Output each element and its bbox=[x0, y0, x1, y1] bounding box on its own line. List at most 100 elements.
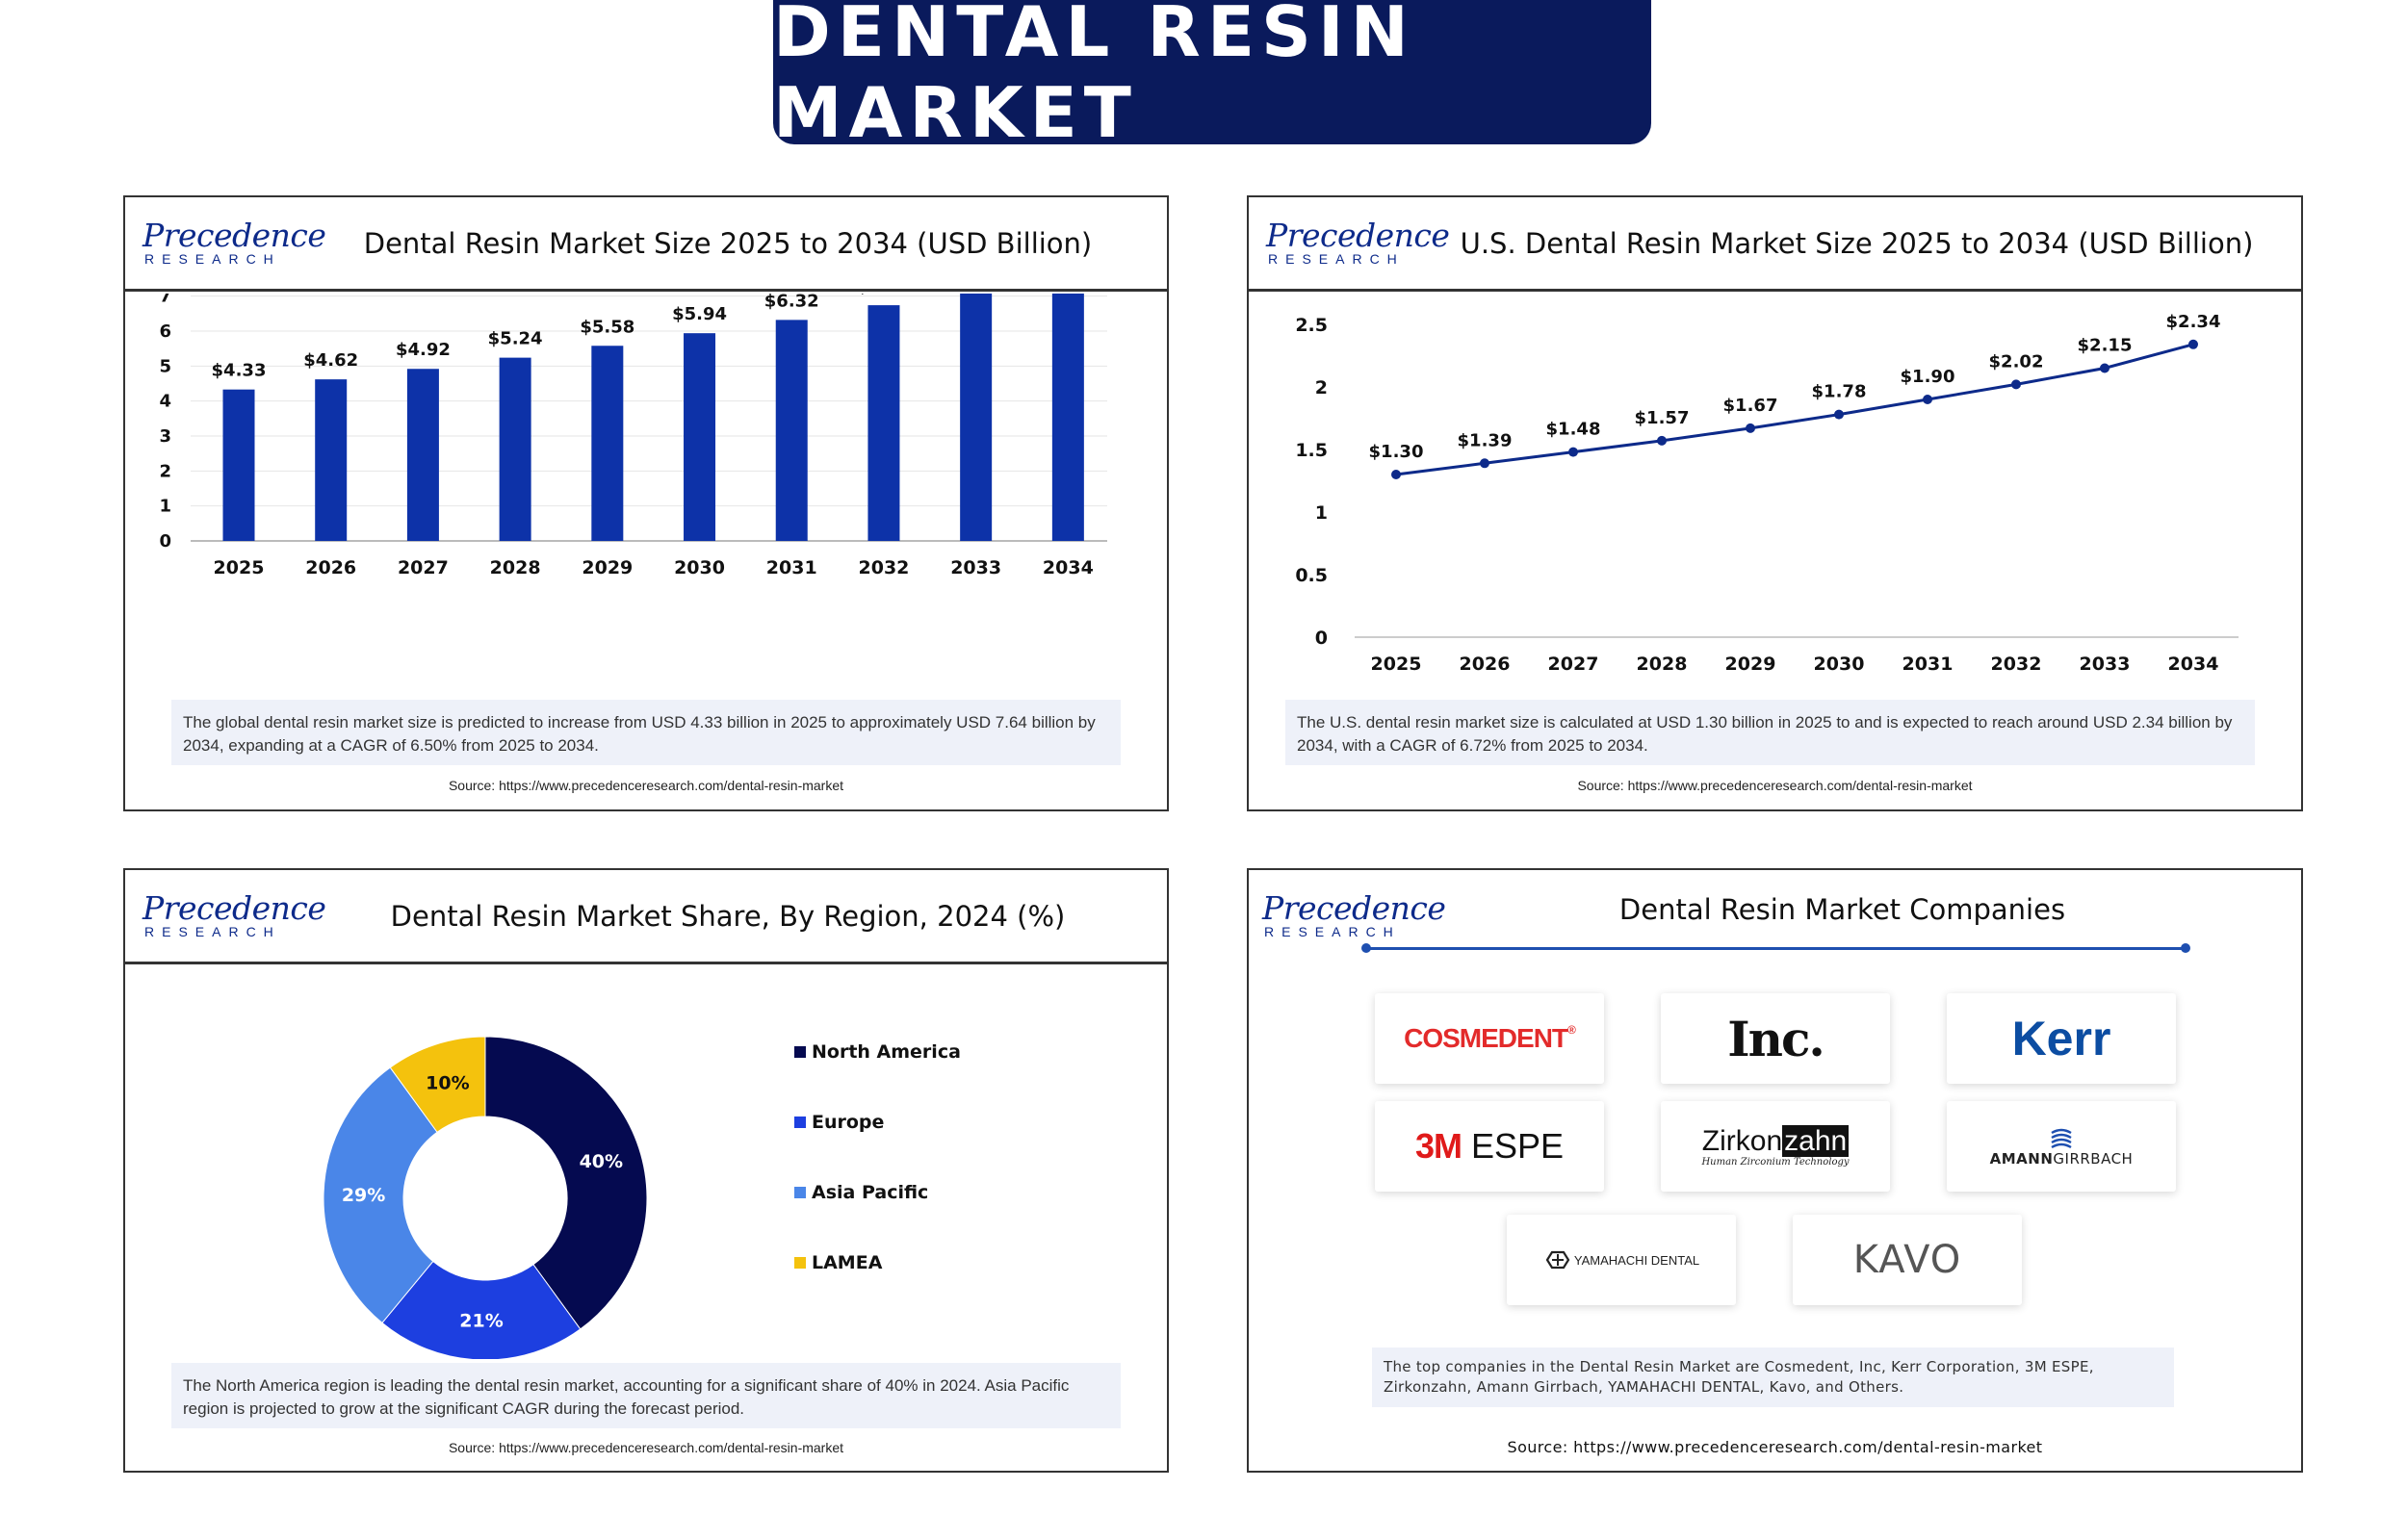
logo-main-text: Precedence bbox=[1262, 889, 1446, 927]
region-share-panel: Precedence RESEARCH Dental Resin Market … bbox=[123, 868, 1169, 1473]
legend-swatch bbox=[794, 1046, 806, 1058]
panel-header: Precedence RESEARCH U.S. Dental Resin Ma… bbox=[1249, 197, 2301, 292]
x-tick-label: 2031 bbox=[1902, 654, 1954, 675]
data-label: $4.33 bbox=[212, 361, 267, 381]
legend-label: LAMEA bbox=[812, 1252, 883, 1273]
logo-main-text: Precedence bbox=[142, 889, 326, 927]
bar bbox=[1051, 294, 1084, 541]
bar bbox=[684, 333, 716, 541]
data-label: $1.39 bbox=[1458, 430, 1513, 450]
precedence-logo: Precedence RESEARCH bbox=[1262, 889, 1446, 941]
underline-dot bbox=[1361, 943, 1371, 953]
company-card-zirkonzahn: Zirkonzahn Human Zirconium Technology bbox=[1661, 1101, 1890, 1192]
company-card-yamahachi: YAMAHACHI DENTAL bbox=[1507, 1215, 1736, 1305]
x-tick-label: 2029 bbox=[582, 557, 633, 578]
bar bbox=[775, 320, 808, 541]
x-tick-label: 2030 bbox=[1814, 654, 1865, 675]
y-tick-label: 0 bbox=[1315, 628, 1328, 649]
panel-note: The global dental resin market size is p… bbox=[171, 700, 1121, 765]
bar bbox=[591, 346, 624, 541]
data-label: $6.32 bbox=[764, 294, 819, 311]
slice-label: 29% bbox=[342, 1185, 385, 1206]
x-tick-label: 2032 bbox=[859, 557, 910, 578]
x-tick-label: 2027 bbox=[1548, 654, 1599, 675]
logo-main-text: Precedence bbox=[142, 217, 326, 254]
panel-note: The North America region is leading the … bbox=[171, 1363, 1121, 1428]
title-underline bbox=[1361, 943, 2190, 953]
data-label: $1.90 bbox=[1901, 367, 1955, 387]
x-tick-label: 2034 bbox=[1043, 557, 1094, 578]
donut-legend: North America Europe Asia Pacific LAMEA bbox=[794, 1041, 961, 1322]
x-tick-label: 2025 bbox=[1371, 654, 1422, 675]
cosmedent-wordmark: COSMEDENT bbox=[1404, 1023, 1568, 1053]
y-tick-label: 6 bbox=[159, 321, 171, 342]
x-tick-label: 2028 bbox=[490, 557, 541, 578]
company-card-3m-espe: 3M ESPE bbox=[1375, 1101, 1604, 1192]
legend-item-asia-pacific: Asia Pacific bbox=[794, 1182, 961, 1252]
data-point bbox=[1834, 409, 1844, 420]
company-card-amann-girrbach: AMANNGIRRBACH bbox=[1947, 1101, 2176, 1192]
legend-item-lamea: LAMEA bbox=[794, 1252, 961, 1322]
banner: DENTAL RESIN MARKET bbox=[773, 0, 1651, 153]
3m-espe-logo: 3M ESPE bbox=[1415, 1126, 1564, 1167]
logo-sub-text: RESEARCH bbox=[144, 924, 281, 939]
girrbach-wordmark: GIRRBACH bbox=[2053, 1150, 2134, 1168]
x-tick-label: 2026 bbox=[305, 557, 356, 578]
banner-title: DENTAL RESIN MARKET bbox=[773, 0, 1415, 153]
precedence-logo: Precedence RESEARCH bbox=[142, 217, 326, 269]
y-tick-label: 1 bbox=[1315, 502, 1328, 524]
logo-main-text: Precedence bbox=[1266, 217, 1450, 254]
zirkonzahn-logo: Zirkonzahn bbox=[1702, 1124, 1850, 1157]
series-line bbox=[1395, 343, 2194, 476]
x-tick-label: 2033 bbox=[2080, 654, 2131, 675]
us-market-size-panel: Precedence RESEARCH U.S. Dental Resin Ma… bbox=[1247, 195, 2303, 811]
y-tick-label: 2 bbox=[159, 461, 171, 481]
x-tick-label: 2034 bbox=[2168, 654, 2219, 675]
amann-girrbach-logo: AMANNGIRRBACH bbox=[1990, 1150, 2134, 1168]
data-point bbox=[1746, 423, 1755, 433]
legend-item-north-america: North America bbox=[794, 1041, 961, 1112]
donut-chart: 40% 21% 29% 10% bbox=[323, 1036, 648, 1359]
data-label: $1.48 bbox=[1546, 420, 1601, 440]
bar bbox=[499, 357, 531, 541]
y-tick-label: 0.5 bbox=[1295, 565, 1328, 586]
company-card-kerr: Kerr bbox=[1947, 993, 2176, 1084]
zirkonzahn-tagline: Human Zirconium Technology bbox=[1701, 1156, 1850, 1168]
precedence-logo: Precedence RESEARCH bbox=[1266, 217, 1450, 269]
data-point bbox=[2188, 339, 2198, 349]
logo-sub-text: RESEARCH bbox=[144, 251, 281, 267]
x-tick-label: 2031 bbox=[766, 557, 817, 578]
market-size-panel: Precedence RESEARCH Dental Resin Market … bbox=[123, 195, 1169, 811]
companies-panel: Precedence RESEARCH Dental Resin Market … bbox=[1247, 868, 2303, 1473]
legend-item-europe: Europe bbox=[794, 1112, 961, 1182]
logo-sub-text: RESEARCH bbox=[1268, 251, 1405, 267]
data-label: $1.30 bbox=[1369, 442, 1424, 462]
yamahachi-wordmark: YAMAHACHI DENTAL bbox=[1573, 1252, 1700, 1268]
data-label: $4.62 bbox=[303, 350, 358, 371]
donut-slice bbox=[389, 1036, 486, 1133]
line-chart: 0 0.5 1 1.5 2 2.5 $1.30 2025 $1.39 2026 $1.48 2027 $… bbox=[1295, 312, 2239, 675]
x-tick-label: 2029 bbox=[1725, 654, 1776, 675]
donut-slice bbox=[323, 1066, 438, 1324]
data-point bbox=[1657, 435, 1667, 446]
espe-wordmark: ESPE bbox=[1470, 1126, 1565, 1166]
data-label: $5.24 bbox=[488, 329, 543, 349]
data-label: $5.94 bbox=[672, 304, 727, 324]
data-label: $4.92 bbox=[396, 340, 451, 360]
yamahachi-icon bbox=[1545, 1250, 1570, 1270]
y-tick-label: 7 bbox=[159, 294, 171, 307]
company-card-kavo: KAVO bbox=[1793, 1215, 2022, 1305]
slice-label: 21% bbox=[459, 1310, 503, 1331]
bar bbox=[960, 294, 993, 541]
zahn-wordmark: zahn bbox=[1782, 1124, 1850, 1157]
panel-title: U.S. Dental Resin Market Size 2025 to 20… bbox=[1460, 226, 2254, 260]
bar bbox=[222, 389, 255, 541]
cosmedent-logo: COSMEDENT® bbox=[1404, 1023, 1576, 1054]
data-point bbox=[1923, 395, 1932, 404]
cosmedent-registered-mark: ® bbox=[1567, 1023, 1576, 1037]
data-point bbox=[2011, 379, 2021, 390]
company-card-inc: Inc. bbox=[1661, 993, 1890, 1084]
y-tick-label: 2 bbox=[1315, 377, 1328, 398]
x-tick-label: 2032 bbox=[1991, 654, 2042, 675]
y-tick-label: 5 bbox=[159, 356, 171, 376]
